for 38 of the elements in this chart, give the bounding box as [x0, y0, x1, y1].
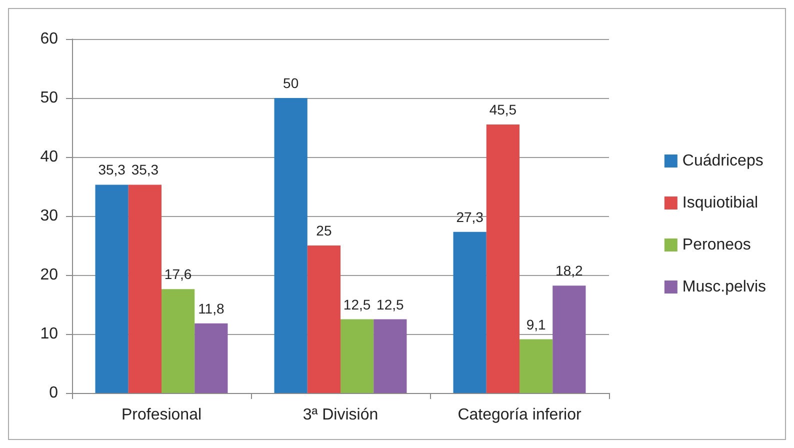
x-tick-label: Profesional	[121, 406, 202, 424]
legend-label: Cuádriceps	[682, 152, 764, 170]
bar	[95, 184, 128, 393]
bar	[274, 98, 308, 393]
bar	[453, 232, 486, 393]
y-tick-label: 30	[40, 208, 58, 224]
data-label: 35,3	[98, 162, 126, 178]
legend-label: Musc.pelvis	[682, 278, 766, 296]
bar	[374, 319, 407, 393]
y-tick-label: 40	[40, 148, 58, 166]
bar	[162, 289, 195, 393]
data-label: 50	[283, 75, 299, 91]
bar	[340, 319, 374, 393]
data-label: 27,3	[456, 208, 484, 225]
y-tick-label: 50	[40, 90, 58, 106]
y-tick-label: 20	[40, 266, 58, 284]
bar	[552, 286, 586, 393]
data-label: 12,5	[343, 296, 371, 312]
bar	[128, 184, 162, 393]
x-tick-label: 3ª División	[302, 406, 378, 424]
bar	[307, 246, 340, 393]
y-tick-label: 60	[40, 30, 58, 48]
data-label: 45,5	[489, 102, 517, 118]
data-label: 11,8	[198, 300, 224, 316]
x-tick-label: Categoría inferior	[458, 406, 582, 424]
data-label: 9,1	[526, 316, 546, 332]
bar	[486, 124, 520, 393]
data-label: 18,2	[556, 262, 584, 279]
legend-label: Peroneos	[682, 236, 751, 254]
data-label: 35,3	[131, 162, 159, 178]
data-label: 17,6	[164, 266, 192, 282]
data-label: 12,5	[376, 296, 404, 312]
y-tick-label: 0	[49, 384, 58, 402]
data-label: 25	[316, 222, 332, 238]
legend-label: Isquiotibial	[682, 194, 758, 212]
bar	[194, 323, 228, 393]
bar	[520, 339, 553, 393]
y-tick-label: 10	[40, 326, 58, 342]
